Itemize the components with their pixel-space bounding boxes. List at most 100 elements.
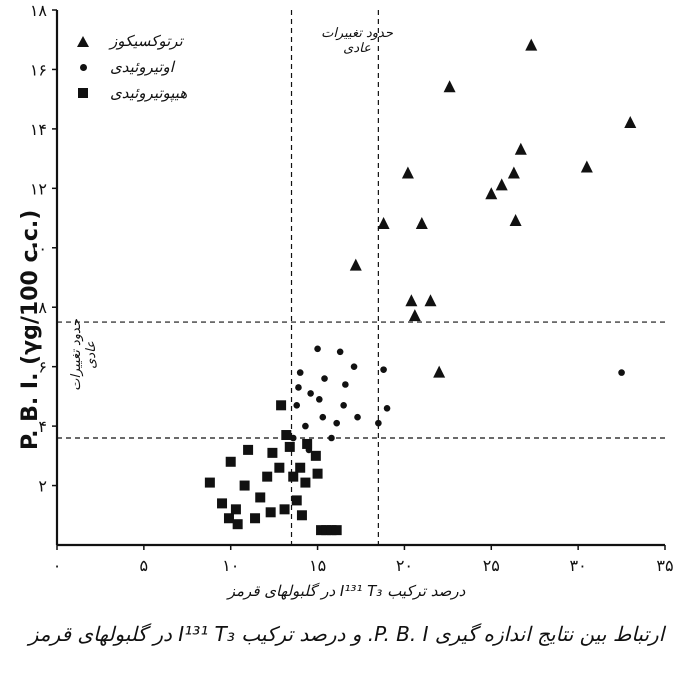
circle-point — [302, 422, 309, 430]
circle-point — [333, 419, 340, 427]
x-tick-label: ۱۰ — [222, 556, 239, 575]
circle-point — [316, 396, 323, 403]
y-tick-label: ۱۲ — [30, 179, 47, 198]
triangle-point — [495, 178, 508, 191]
x-tick-label: ۲۵ — [483, 556, 500, 575]
square-point — [331, 525, 342, 536]
square-point — [312, 468, 323, 479]
square-marker-icon — [76, 86, 90, 100]
x-tick-label: ۳۰ — [570, 556, 587, 575]
triangle-point — [424, 294, 437, 307]
y-tick-label: ۱۸ — [30, 1, 48, 20]
normal-range-label-y: حدود تغییرات عادی — [69, 319, 99, 391]
square-point — [296, 510, 307, 521]
y-tick-label: ۱۶ — [30, 60, 47, 79]
triangle-point — [443, 80, 456, 93]
triangle-point — [580, 160, 593, 173]
y-tick-label: ۸ — [38, 298, 47, 317]
circle-point — [296, 369, 304, 376]
triangle-point — [408, 309, 421, 322]
axes-layer — [55, 10, 665, 547]
square-point — [302, 438, 313, 449]
square-point — [316, 525, 327, 536]
triangle-point — [401, 166, 414, 179]
square-point — [223, 513, 234, 524]
square-point — [288, 471, 299, 482]
square-point — [291, 495, 302, 506]
circle-marker-icon — [76, 60, 90, 74]
square-point — [265, 507, 276, 518]
triangle-point — [415, 217, 428, 229]
circle-point — [314, 345, 321, 353]
triangle-point — [405, 294, 418, 307]
square-point — [243, 444, 254, 455]
circle-point — [354, 413, 361, 421]
circle-point — [321, 375, 328, 382]
circle-point — [383, 404, 391, 412]
triangle-point — [507, 166, 520, 179]
y-tick-label: ۲ — [38, 477, 47, 496]
circle-point — [319, 413, 327, 421]
square-point — [284, 441, 295, 452]
y-tick-label: ۶ — [38, 358, 47, 377]
x-tick-label: ۳۵ — [656, 556, 673, 575]
legend-label: اوتیروئیدی — [110, 58, 174, 76]
triangle-point — [433, 365, 446, 378]
chart-title: ارتباط بین نتایج اندازه گیری P. B. I. و … — [28, 622, 665, 646]
legend-entry-hyperthyroid: ترتوکسیکوز — [76, 28, 276, 54]
circle-point — [340, 402, 347, 409]
square-point — [295, 462, 306, 473]
circle-point — [307, 390, 314, 397]
triangle-point — [624, 115, 637, 128]
legend-entry-hypothyroid: هیپوتیروئیدی — [76, 80, 276, 106]
square-point — [326, 525, 337, 536]
y-tick-label: ۱۴ — [30, 120, 47, 139]
square-point — [279, 504, 290, 515]
circle-point — [295, 384, 302, 391]
circle-point — [342, 381, 349, 388]
circle-point — [328, 434, 335, 442]
square-point — [232, 519, 243, 530]
reference-lines — [57, 10, 665, 545]
triangle-point — [377, 217, 390, 229]
square-point — [225, 456, 236, 467]
legend-label: هیپوتیروئیدی — [110, 84, 188, 102]
triangle-point — [509, 214, 522, 227]
tick-labels: ۰ ۵ ۱۰ ۱۵ ۲۰ ۲۵ ۳۰ ۳۵ ۲ ۴ ۶ ۸ ۱۰ ۱۲ ۱۴ ۱۶ ۱۸ — [30, 1, 674, 575]
triangle-point — [525, 38, 538, 51]
square-point — [204, 477, 215, 488]
circle-point — [293, 402, 301, 409]
square-point — [321, 525, 332, 536]
legend-entry-euthyroid: اوتیروئیدی — [76, 54, 276, 80]
square-point — [300, 477, 311, 488]
x-tick-label: ۵ — [140, 556, 149, 575]
circle-point — [618, 369, 625, 376]
square-point — [230, 504, 241, 515]
circle-point — [375, 419, 382, 427]
data-points — [204, 38, 637, 536]
circle-point — [380, 366, 387, 373]
square-point — [274, 462, 285, 473]
circle-point — [289, 434, 297, 442]
x-tick-label: ۱۵ — [309, 556, 326, 575]
square-point — [262, 471, 273, 482]
square-point — [239, 480, 250, 491]
square-point — [217, 498, 228, 509]
square-point — [281, 430, 292, 441]
legend-label: ترتوکسیکوز — [110, 32, 183, 50]
circle-point — [336, 348, 344, 356]
circle-point — [350, 363, 358, 370]
x-axis-label: درصد ترکیب I¹³¹ T₃ در گلبولهای قرمز — [227, 582, 466, 600]
triangle-point — [349, 258, 362, 271]
x-tick-label: ۲۰ — [396, 556, 413, 575]
square-point — [250, 513, 261, 524]
square-point — [276, 400, 287, 411]
y-tick-label: ۱۰ — [30, 239, 47, 258]
y-tick-label: ۴ — [38, 417, 47, 436]
square-point — [255, 492, 266, 503]
triangle-marker-icon — [76, 34, 90, 48]
x-tick-label: ۰ — [53, 556, 62, 575]
square-point — [310, 450, 321, 461]
normal-range-label-x: حدود تغییرات عادی — [321, 26, 393, 56]
